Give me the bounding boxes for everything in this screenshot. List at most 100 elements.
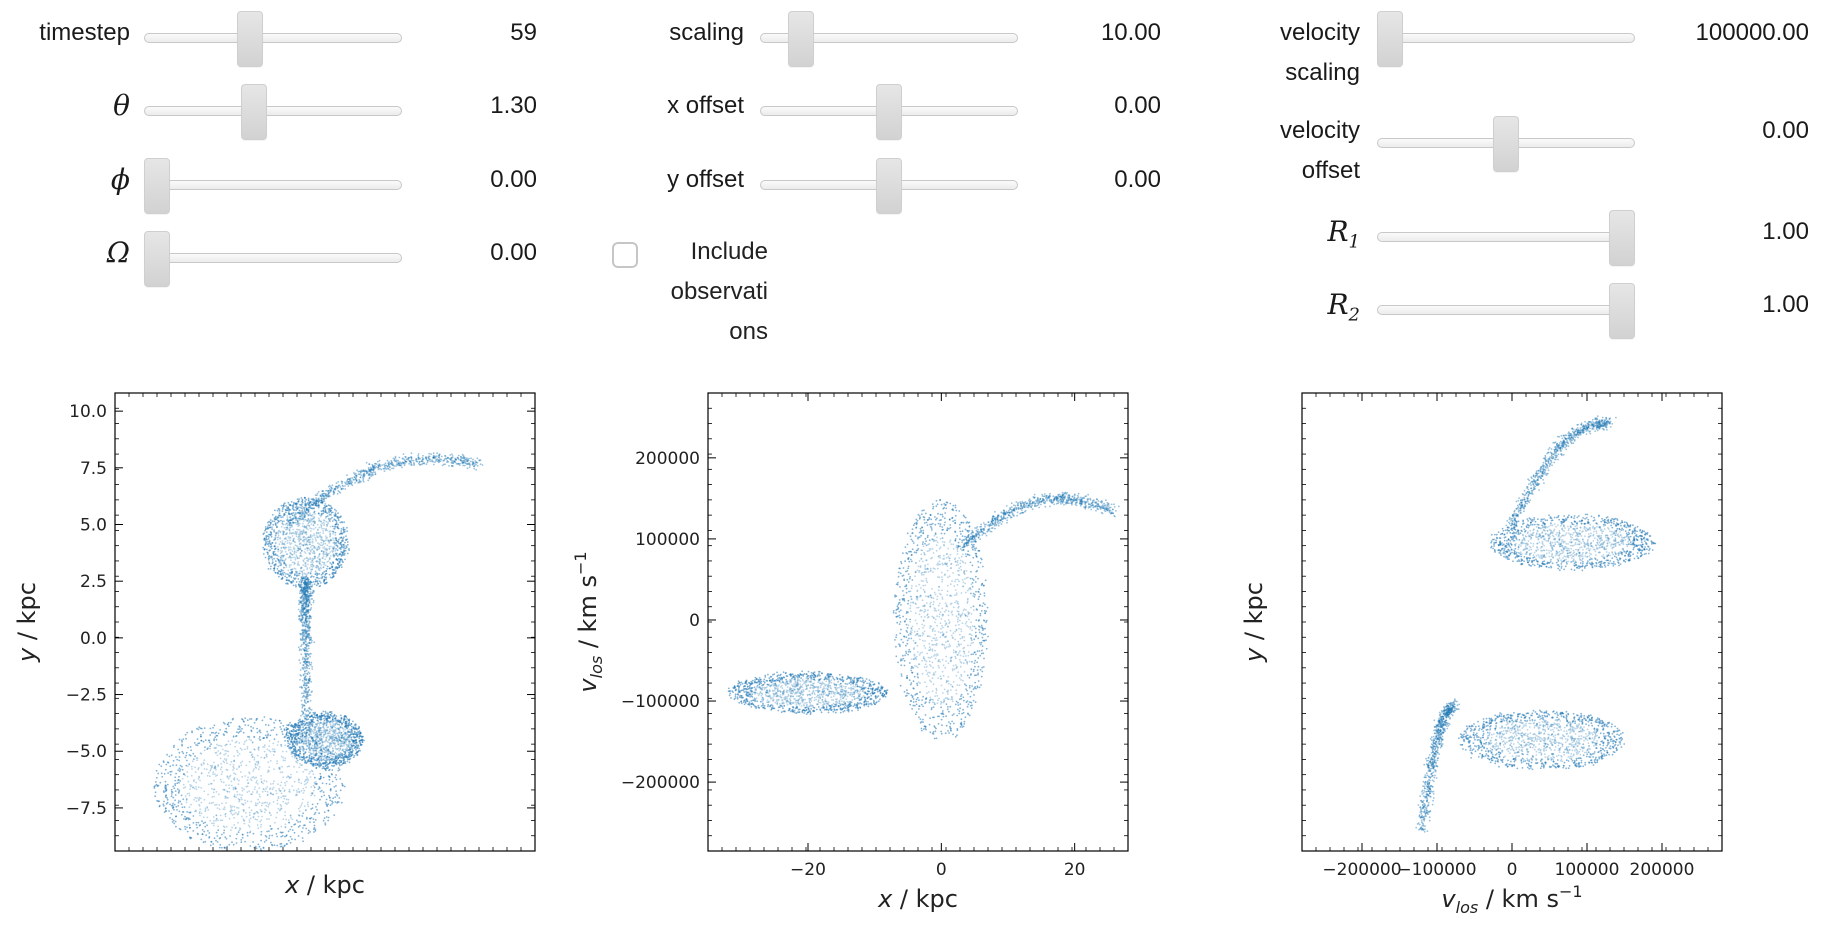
point	[302, 614, 305, 616]
point	[307, 741, 310, 744]
slider-r1-thumb[interactable]	[1609, 210, 1635, 266]
point	[294, 568, 297, 570]
point	[306, 672, 308, 675]
point	[169, 773, 172, 776]
point	[322, 512, 325, 515]
point	[336, 563, 339, 565]
point	[313, 528, 315, 530]
point	[303, 569, 305, 572]
point	[351, 733, 353, 736]
point	[318, 558, 321, 561]
point	[292, 546, 295, 549]
point	[305, 617, 308, 620]
point	[315, 503, 318, 505]
point	[305, 654, 308, 657]
point	[301, 533, 304, 535]
point	[463, 460, 465, 462]
slider-scaling-track[interactable]	[760, 33, 1018, 43]
slider-timestep-thumb[interactable]	[236, 11, 263, 67]
point	[306, 596, 308, 599]
point	[313, 721, 316, 724]
point	[443, 458, 446, 461]
point	[311, 585, 313, 588]
point	[279, 771, 282, 774]
point	[314, 502, 317, 505]
point	[320, 567, 323, 570]
point	[293, 561, 295, 564]
slider-omega-thumb[interactable]	[144, 231, 170, 287]
point	[289, 532, 291, 535]
point	[303, 581, 305, 584]
point	[289, 539, 291, 542]
point	[305, 603, 308, 606]
slider-x-offset-thumb[interactable]	[876, 84, 902, 140]
point	[348, 740, 351, 743]
point	[312, 501, 314, 503]
point	[339, 726, 342, 729]
slider-theta-thumb[interactable]	[241, 84, 268, 140]
point	[390, 459, 393, 462]
point	[311, 568, 313, 571]
slider-r2-thumb[interactable]	[1609, 283, 1635, 339]
point	[341, 727, 344, 729]
point	[275, 792, 278, 795]
point	[302, 589, 305, 592]
slider-phi-thumb[interactable]	[144, 158, 170, 214]
slider-y-offset-thumb[interactable]	[876, 158, 902, 214]
point	[313, 583, 316, 585]
point	[267, 545, 270, 547]
point	[317, 764, 320, 767]
point	[329, 539, 331, 542]
point	[304, 500, 306, 503]
point	[362, 474, 365, 477]
point	[288, 524, 291, 526]
point	[332, 575, 335, 578]
point	[327, 747, 330, 750]
point	[305, 697, 308, 700]
slider-velocity-scaling-label-line: velocity	[1279, 19, 1360, 46]
point	[272, 801, 275, 803]
point	[305, 584, 308, 587]
point	[405, 456, 407, 459]
point	[319, 736, 322, 738]
point	[298, 548, 301, 551]
point	[425, 458, 428, 461]
slider-scaling-thumb[interactable]	[787, 11, 814, 67]
point	[289, 516, 292, 518]
slider-timestep-track[interactable]	[144, 33, 402, 43]
slider-theta-track[interactable]	[144, 106, 402, 116]
include-observations-checkbox[interactable]	[612, 242, 638, 268]
point	[253, 777, 256, 779]
point	[246, 800, 249, 803]
point	[469, 464, 471, 467]
point	[305, 665, 308, 668]
point	[309, 557, 311, 559]
point	[299, 639, 302, 641]
point	[304, 591, 307, 593]
point	[286, 573, 289, 576]
point	[333, 736, 336, 739]
point	[294, 577, 297, 580]
point	[170, 812, 173, 815]
point	[300, 511, 302, 513]
point	[306, 697, 309, 700]
point	[358, 470, 361, 473]
point	[302, 592, 305, 595]
point	[325, 539, 327, 541]
point	[398, 462, 401, 465]
point	[319, 721, 322, 724]
point	[302, 840, 304, 843]
point	[390, 462, 392, 465]
slider-velocity-scaling-thumb[interactable]	[1377, 11, 1403, 67]
point	[313, 758, 315, 761]
point	[284, 563, 287, 566]
point	[319, 733, 321, 736]
point	[254, 786, 256, 788]
point	[266, 748, 269, 751]
point	[302, 731, 304, 734]
point	[298, 511, 300, 514]
point	[304, 583, 307, 586]
point	[379, 465, 382, 468]
point	[372, 466, 375, 469]
slider-velocity-offset-thumb[interactable]	[1493, 116, 1519, 172]
